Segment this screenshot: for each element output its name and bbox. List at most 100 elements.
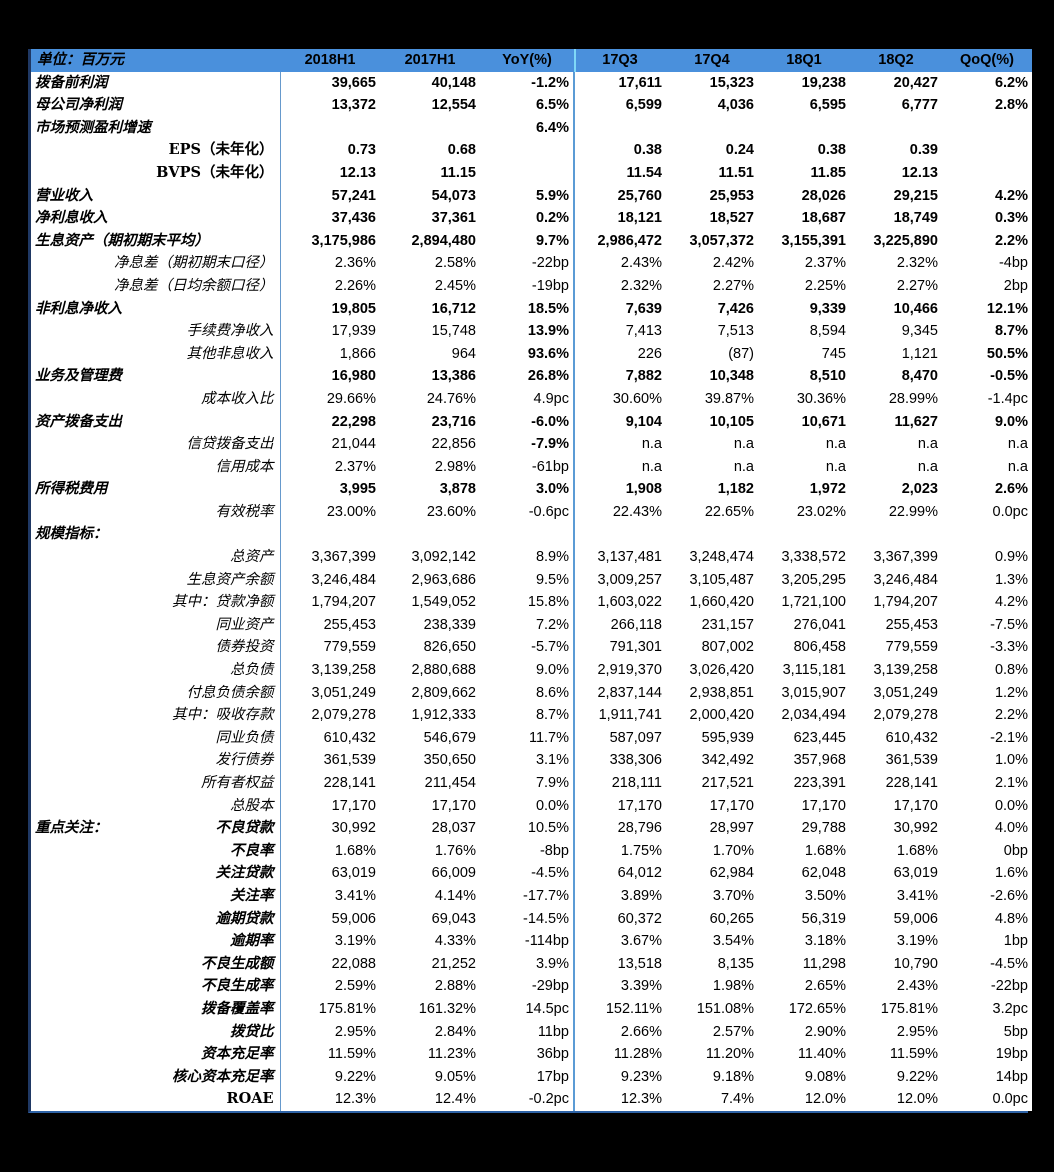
table-cell: 2.25% [804, 277, 846, 294]
table-cell: 19,238 [801, 74, 846, 91]
row-label: 其中：贷款净额 [31, 591, 281, 614]
table-cell: 17bp [536, 1068, 569, 1085]
table-cell: 1,794,207 [873, 594, 938, 611]
table-cell: 50.5% [986, 345, 1028, 362]
table-row: 总股本 17,170 17,170 0.0% 17,170 17,170 17,170 17,… [31, 794, 1032, 818]
table-row: 其中：吸收存款 2,079,278 1,912,333 8.7% 1,911,741 2,… [31, 704, 1032, 727]
table-cell: n.a [1007, 458, 1028, 475]
table-cell: 11.28% [573, 1043, 666, 1066]
table-cell: 54,073 [431, 187, 476, 204]
table-cell: 546,679 [423, 729, 476, 746]
table-cell: 3.41% [334, 887, 376, 904]
table-cell [573, 116, 666, 140]
table-cell: 0bp [1003, 842, 1028, 859]
row-label: 不良生成额 [31, 952, 281, 976]
table-cell: 30.60% [573, 387, 666, 411]
table-cell: 59,006 [331, 910, 376, 927]
table-cell: 3,009,257 [573, 568, 666, 592]
table-cell: 1bp [1003, 933, 1028, 950]
table-cell: -1.2% [531, 74, 569, 91]
table-cell: 60,265 [709, 910, 754, 927]
row-label: 母公司净利润 [31, 94, 281, 117]
row-label-text: 核心资本充足率 [172, 1067, 274, 1085]
table-row: 总负债 3,139,258 2,880,688 9.0% 2,919,370 3,026,… [31, 659, 1032, 682]
table-row: 债券投资 779,559 826,650 -5.7% 791,301 807,002 806… [31, 636, 1032, 660]
row-label: 生息资产（期初期末平均） [31, 229, 281, 253]
row-label: 总股本 [31, 794, 281, 818]
table-cell: 0.0pc [992, 503, 1028, 520]
row-label: 非利息净收入 [31, 297, 281, 321]
table-cell [480, 162, 574, 185]
header-col-qoq[interactable]: QoQ(%) [942, 49, 1032, 72]
table-row: 所得税费用 3,995 3,878 3.0% 1,908 1,182 1,972 2,023 2… [31, 478, 1032, 501]
table-cell: 22,088 [331, 955, 376, 972]
table-cell: 3,995 [339, 481, 376, 498]
row-label-text: 付息负债余额 [186, 684, 274, 701]
header-col-17q3[interactable]: 17Q3 [574, 49, 666, 72]
table-cell: 12.3% [573, 1088, 666, 1111]
row-label: 净利息收入 [31, 207, 281, 230]
table-cell: 57,241 [331, 187, 376, 204]
table-cell: 6,599 [573, 94, 666, 117]
table-cell: 2.98% [434, 458, 476, 475]
table-cell: 17,170 [331, 797, 376, 814]
table-cell: n.a [573, 433, 666, 456]
table-cell: 3,155,391 [781, 232, 846, 249]
table-row: 市场预测盈利增速 6.4% [31, 116, 1032, 140]
table-cell: 28.99% [888, 390, 938, 407]
table-cell: 2,023 [901, 481, 938, 498]
table-cell: 3.19% [896, 933, 938, 950]
row-label-text: 净利息收入 [35, 209, 108, 227]
table-cell: 60,372 [573, 907, 666, 931]
row-label: 同业资产 [31, 613, 281, 637]
table-cell: 3.18% [804, 933, 846, 950]
table-cell: 3,092,142 [411, 549, 476, 566]
row-label: 净息差（日均余额口径） [31, 274, 281, 298]
table-cell: 3,338,572 [781, 549, 846, 566]
table-cell: -14.5% [523, 910, 569, 927]
table-cell: 17,170 [431, 797, 476, 814]
table-cell: 11,298 [802, 955, 846, 972]
row-label-text: 成本收入比 [201, 390, 274, 407]
table-cell: 2.27% [896, 277, 938, 294]
row-label-text: 规模指标： [35, 525, 108, 543]
table-row: 逾期贷款 59,006 69,043 -14.5% 60,372 60,265 56,319… [31, 907, 1032, 931]
header-col-17q4[interactable]: 17Q4 [666, 49, 758, 72]
table-cell: 1,660,420 [689, 594, 754, 611]
table-cell: -7.5% [990, 616, 1028, 633]
row-label-text: 母公司净利润 [35, 96, 122, 114]
table-row: 资产拨备支出 22,298 23,716 -6.0% 9,104 10,105 10,671… [31, 410, 1032, 434]
table-cell: 623,445 [793, 729, 846, 746]
header-col-18q1[interactable]: 18Q1 [758, 49, 850, 72]
table-cell: n.a [917, 436, 938, 453]
row-label: 发行债券 [31, 749, 281, 772]
table-cell: 0.3% [994, 210, 1028, 227]
header-col-2017h1[interactable]: 2017H1 [380, 49, 480, 72]
table-cell: 218,111 [573, 772, 666, 795]
table-cell [280, 523, 380, 546]
table-cell: 19,805 [331, 300, 376, 317]
table-row: 其中：贷款净额 1,794,207 1,549,052 15.8% 1,603,022 1… [31, 591, 1032, 614]
table-cell [942, 523, 1032, 546]
header-col-2018h1[interactable]: 2018H1 [280, 49, 380, 72]
table-cell: 2.2% [994, 707, 1028, 724]
table-cell: 1,794,207 [311, 594, 376, 611]
table-cell: 5bp [1003, 1023, 1028, 1040]
table-cell: 7.4% [720, 1091, 754, 1108]
table-cell: 3,367,399 [311, 549, 376, 566]
header-col-yoy[interactable]: YoY(%) [480, 49, 574, 72]
table-cell: 12.4% [434, 1091, 476, 1108]
row-label: 拨贷比 [31, 1020, 281, 1044]
table-row: 关注贷款 63,019 66,009 -4.5% 64,012 62,984 62,048 6… [31, 862, 1032, 885]
table-row: EPS（未年化） 0.73 0.68 0.38 0.24 0.38 0.39 [31, 139, 1032, 162]
row-label-text: 同业资产 [215, 616, 274, 633]
table-cell: 30,992 [331, 820, 376, 837]
table-cell: 12.1% [986, 300, 1028, 317]
header-col-18q2[interactable]: 18Q2 [850, 49, 942, 72]
table-cell: 3,015,907 [781, 684, 846, 701]
table-row: 所有者权益 228,141 211,454 7.9% 218,111 217,521 223… [31, 772, 1032, 795]
table-cell: 11bp [537, 1023, 569, 1040]
table-cell: 9.18% [712, 1068, 754, 1085]
table-cell: 3,139,258 [873, 662, 938, 679]
